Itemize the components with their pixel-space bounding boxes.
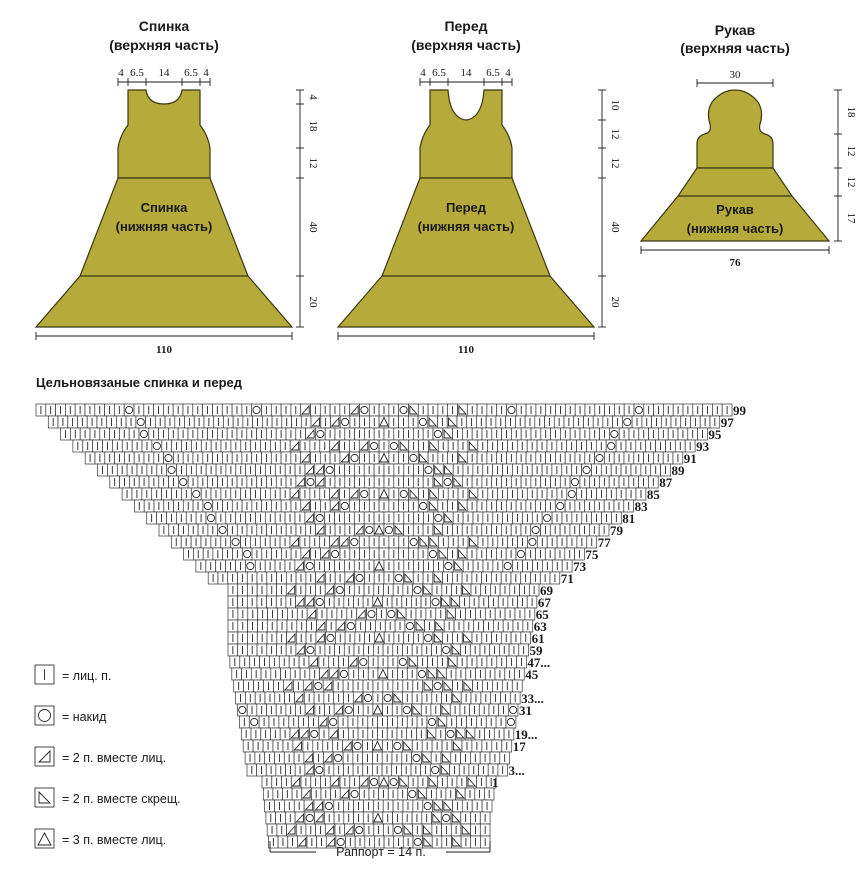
back-side-dim-3: 12 [307,158,319,169]
k3tog-icon [37,832,52,846]
front-top-dim-5: 4 [505,67,511,79]
yarn-over-icon [38,709,51,722]
row-label: 65 [536,607,550,622]
sleeve-lower-title: Рукав [716,202,754,217]
row-label: 99 [733,403,747,418]
row-label: 63 [534,619,548,634]
row-label: 83 [635,499,649,514]
row-label: 19... [515,727,538,742]
stitch-chart-grid [35,403,733,849]
back-side-dim-5: 20 [307,297,319,309]
row-label: 89 [672,463,686,478]
row-label: 59 [530,643,544,658]
row-label: 61 [532,631,545,646]
front-top-dim-4: 6.5 [486,67,500,79]
row-label: 3... [509,763,525,778]
sleeve-upper-title: Рукав [715,22,756,38]
chart-title: Цельновязаные спинка и перед [36,375,243,390]
back-upper-piece [117,89,211,179]
row-label: 71 [561,571,574,586]
legend-item-k2tog-tbl: = 2 п. вместе скрещ. [34,787,181,808]
row-label: 93 [696,439,710,454]
row-label: 75 [585,547,599,562]
legend-label-yo: = накид [62,710,107,724]
legend-label-k2tog-tbl: = 2 п. вместе скрещ. [62,792,181,806]
back-side-dim-2: 18 [307,121,319,133]
row-label: 17 [513,739,527,754]
front-side-dim-1: 10 [609,100,621,112]
front-side-dim-2: 12 [609,129,621,140]
sleeve-upper-piece [696,89,774,169]
back-top-dim-2: 6.5 [130,67,144,79]
front-side-dim-4: 40 [609,222,621,234]
row-label: 45 [525,667,539,682]
back-side-dim-1: 4 [307,94,319,100]
front-top-dim-3: 14 [461,67,473,79]
back-top-dim-5: 4 [203,67,209,79]
k2tog-tbl-icon [38,790,52,804]
front-side-dim-5: 20 [609,297,621,309]
sleeve-upper-subtitle: (верхняя часть) [680,40,790,56]
sleeve-width-label: 76 [730,257,742,269]
front-side-dim-3: 12 [609,158,621,169]
back-lower-title: Спинка [141,200,189,215]
back-top-dim-4: 6.5 [184,67,198,79]
front-top-dim-2: 6.5 [432,67,446,79]
row-label: 47... [527,655,550,670]
repeat-label: Раппорт = 14 п. [336,845,426,859]
legend-item-yo: = накид [34,705,107,726]
sleeve-side-dim-2: 12 [845,146,857,157]
row-label: 31 [519,703,532,718]
row-label: 67 [538,595,552,610]
front-schematic: Перед (верхняя часть) Перед (нижняя част… [336,18,621,356]
front-upper-piece [419,89,513,179]
sleeve-top-dim: 30 [730,69,742,81]
sleeve-schematic: Рукав (верхняя часть) Рукав (нижняя част… [639,22,857,269]
front-width-label: 110 [458,344,474,356]
back-side-dim-4: 40 [307,222,319,234]
row-label: 77 [598,535,612,550]
legend: = лиц. п. = накид = 2 п. вместе лиц. = 2… [34,664,181,849]
back-upper-title: Спинка [139,18,190,34]
row-label: 33... [521,691,544,706]
back-width-label: 110 [156,344,172,356]
sleeve-lower-subtitle: (нижняя часть) [687,221,784,236]
row-label: 69 [540,583,554,598]
legend-label-k3tog: = 3 п. вместе лиц. [62,833,166,847]
row-label: 95 [708,427,722,442]
front-top-dim-1: 4 [420,67,426,79]
legend-label-knit: = лиц. п. [62,669,111,683]
sleeve-side-dim-4: 17 [845,213,857,225]
sleeve-side-dim-1: 18 [845,107,857,119]
back-schematic: Спинка (верхняя часть) Спинка (нижняя ча… [34,18,319,356]
back-lower-subtitle: (нижняя часть) [116,219,213,234]
legend-item-k3tog: = 3 п. вместе лиц. [34,828,166,849]
repeat-bracket: Раппорт = 14 п. [269,841,491,859]
row-label: 97 [721,415,735,430]
row-label: 85 [647,487,661,502]
legend-label-k2tog: = 2 п. вместе лиц. [62,751,166,765]
row-label: 73 [573,559,587,574]
row-label: 1 [492,775,499,790]
row-label: 87 [659,475,673,490]
front-lower-title: Перед [446,200,487,215]
row-label: 79 [610,523,624,538]
row-label: 81 [622,511,635,526]
legend-item-k2tog: = 2 п. вместе лиц. [34,746,166,767]
row-label: 91 [684,451,697,466]
k2tog-icon [37,749,51,763]
front-lower-subtitle: (нижняя часть) [418,219,515,234]
back-top-dim-1: 4 [118,67,124,79]
front-upper-title: Перед [444,18,487,34]
back-upper-subtitle: (верхняя часть) [109,37,219,53]
legend-item-knit: = лиц. п. [34,664,111,685]
front-upper-subtitle: (верхняя часть) [411,37,521,53]
back-top-dim-3: 14 [159,67,171,79]
sleeve-side-dim-3: 12 [845,177,857,188]
